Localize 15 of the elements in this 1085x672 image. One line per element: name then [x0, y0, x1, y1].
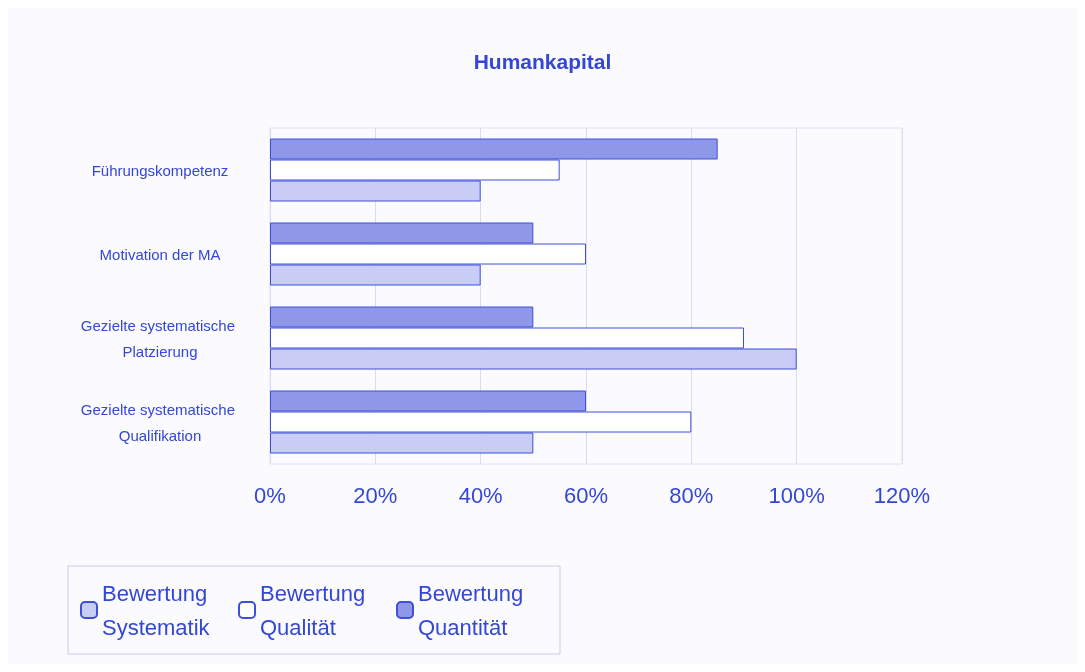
x-tick-label: 40% [458, 482, 503, 508]
legend-label: Bewertung Systematik [102, 580, 214, 640]
legend-label: Bewertung Qualität [260, 580, 372, 640]
legend-label: Bewertung Quantität [418, 580, 530, 640]
x-tick-label: 20% [353, 482, 398, 508]
x-tick-label: 120% [873, 482, 931, 508]
y-tick-label: Motivation der MA [99, 245, 221, 263]
x-tick-label: 80% [669, 482, 714, 508]
y-tick-label: Gezielte systematische Platzierung [80, 316, 240, 360]
x-tick-label: 0% [254, 482, 286, 508]
chart-title: Humankapital [473, 50, 612, 73]
y-tick-label: Gezielte systematische Qualifikation [80, 400, 240, 444]
x-tick-label: 100% [768, 482, 825, 508]
x-tick-label: 60% [563, 482, 609, 508]
y-tick-label: Führungskompetenz [91, 161, 229, 179]
